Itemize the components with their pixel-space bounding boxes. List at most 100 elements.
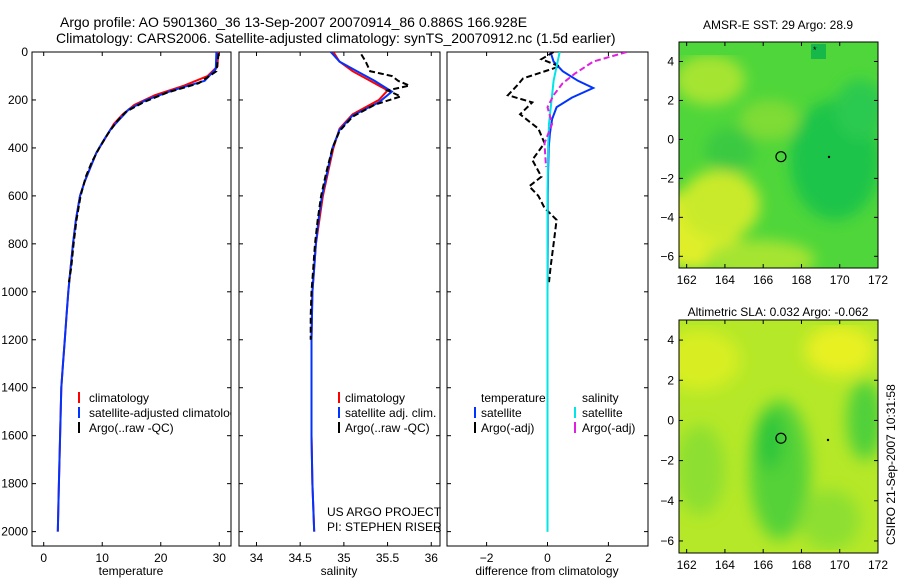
sst-map-title: AMSR-E SST: 29 Argo: 28.9 (703, 18, 853, 32)
map-y-tick-label: 4 (667, 333, 674, 347)
series-line-argo (309, 53, 413, 340)
map-y-tick-label: −6 (660, 249, 674, 263)
legend-temperature-header: temperature (481, 391, 546, 405)
map-y-tick-label: 2 (667, 373, 674, 387)
legend-sal-satellite: satellite (582, 406, 623, 420)
figure-title-line2: Climatology: CARS2006. Satellite-adjuste… (56, 30, 616, 46)
map-x-tick-label: 168 (791, 558, 811, 572)
series-line-salinity-satellite (546, 52, 561, 532)
difference-legend: temperature satellite Argo(-adj) salinit… (474, 391, 635, 435)
legend-sal-argo: Argo(-adj) (582, 421, 635, 435)
series-line-temperature-argo (506, 52, 563, 283)
y-tick-label: 1400 (1, 381, 28, 395)
sst-heatmap (679, 42, 878, 268)
series-line-satellite (56, 52, 218, 532)
map-x-tick-label: 172 (868, 558, 888, 572)
legend-satellite: satellite-adjusted climatology (89, 406, 242, 420)
difference-xlabel: difference from climatology (475, 564, 618, 578)
project-note-line1: US ARGO PROJECT (327, 505, 442, 519)
x-tick-label: −2 (480, 551, 494, 565)
map-y-tick-label: 0 (667, 413, 674, 427)
sla-map-panel: Altimetric SLA: 0.032 Argo: -0.062 162 16… (660, 305, 888, 572)
legend-temp-argo: Argo(-adj) (481, 421, 534, 435)
y-tick-label: 1800 (1, 477, 28, 491)
series-line-temperature-satellite (546, 52, 596, 532)
sst-map-box (678, 41, 879, 269)
map-y-tick-label: −2 (660, 171, 674, 185)
legend-salinity-header: salinity (582, 391, 619, 405)
legend-climatology: climatology (345, 391, 405, 405)
temperature-y-ticks: 0 200 400 600 800 1000 1200 1400 1600 1800 2000 (1, 45, 231, 539)
map-x-tick-label: 164 (715, 273, 735, 287)
sst-dot (827, 155, 831, 159)
salinity-x-ticks: 34 34.5 35 35.5 36 (250, 52, 438, 565)
map-y-tick-label: −2 (660, 454, 674, 468)
map-y-tick-label: 4 (667, 54, 674, 68)
series-line-satellite (310, 52, 394, 532)
sst-argo-position-marker (775, 151, 787, 163)
x-tick-label: 0 (40, 551, 47, 565)
x-tick-label: 36 (425, 551, 439, 565)
series-line-salinity-argo (543, 52, 627, 168)
y-tick-label: 600 (8, 189, 28, 203)
salinity-lines (309, 52, 413, 532)
sst-map-panel: AMSR-E SST: 29 Argo: 28.9 162 164 166 168 17… (660, 18, 888, 287)
legend-argo: Argo(..raw -QC) (345, 421, 430, 435)
sst-map-ticks: 162 164 166 168 170 172 −6 −4 −2 0 2 4 (660, 42, 888, 287)
x-tick-label: 30 (213, 551, 227, 565)
footer-timestamp: CSIRO 21-Sep-2007 10:31:58 (884, 384, 898, 545)
difference-x-ticks: −2 0 2 (480, 52, 612, 565)
temperature-panel: 0 200 400 600 800 1000 1200 1400 1600 1800 2000 0 1… (1, 45, 242, 578)
y-tick-label: 400 (8, 141, 28, 155)
difference-lines (506, 52, 627, 532)
legend-argo: Argo(..raw -QC) (89, 421, 174, 435)
salinity-axes-box (238, 51, 441, 547)
x-tick-label: 0 (544, 551, 551, 565)
series-line-climatology (56, 52, 220, 532)
sla-map-box (678, 319, 879, 554)
series-line-argo (67, 53, 220, 283)
x-tick-label: 10 (96, 551, 110, 565)
series-line-climatology (310, 52, 390, 532)
sla-map-ticks: 162 164 166 168 170 172 −6 −4 −2 0 2 4 (660, 320, 888, 572)
x-tick-label: 34 (250, 551, 264, 565)
map-x-tick-label: 170 (830, 558, 850, 572)
map-x-tick-label: 172 (868, 273, 888, 287)
x-tick-label: 35.5 (376, 551, 400, 565)
legend-temp-satellite: satellite (481, 406, 522, 420)
y-tick-label: 800 (8, 237, 28, 251)
map-y-tick-label: −4 (660, 210, 674, 224)
map-y-tick-label: 2 (667, 93, 674, 107)
map-x-tick-label: 168 (791, 273, 811, 287)
y-tick-label: 2000 (1, 525, 28, 539)
temperature-lines (56, 52, 220, 532)
project-note-line2: PI: STEPHEN RISER (327, 520, 442, 534)
y-tick-label: 0 (21, 45, 28, 59)
x-tick-label: 20 (154, 551, 168, 565)
legend-satellite: satellite adj. clim. (345, 406, 436, 420)
map-x-tick-label: 162 (677, 273, 697, 287)
y-tick-label: 1600 (1, 429, 28, 443)
x-tick-label: 34.5 (288, 551, 312, 565)
map-y-tick-label: −6 (660, 534, 674, 548)
temperature-axes-box (31, 51, 232, 547)
salinity-y-ticks (239, 51, 440, 533)
temperature-x-ticks: 0 10 20 30 (40, 52, 226, 565)
map-x-tick-label: 166 (753, 273, 773, 287)
legend-climatology: climatology (89, 391, 149, 405)
map-x-tick-label: 170 (830, 273, 850, 287)
difference-y-ticks (447, 51, 648, 533)
temperature-xlabel: temperature (99, 564, 164, 578)
y-tick-label: 1000 (1, 285, 28, 299)
map-y-tick-label: −4 (660, 494, 674, 508)
salinity-xlabel: salinity (321, 564, 358, 578)
sla-heatmap (679, 320, 878, 553)
salinity-panel: 34 34.5 35 35.5 36 salinity climatology sate… (238, 51, 442, 578)
temperature-legend: climatology satellite-adjusted climatolo… (78, 391, 242, 435)
x-tick-label: 35 (337, 551, 351, 565)
y-tick-label: 200 (8, 93, 28, 107)
difference-panel: −2 0 2 difference from climatology tempera… (446, 51, 649, 578)
figure-title-line1: Argo profile: AO 5901360_36 13-Sep-2007 … (60, 14, 527, 30)
sst-star-icon: * (813, 45, 817, 55)
